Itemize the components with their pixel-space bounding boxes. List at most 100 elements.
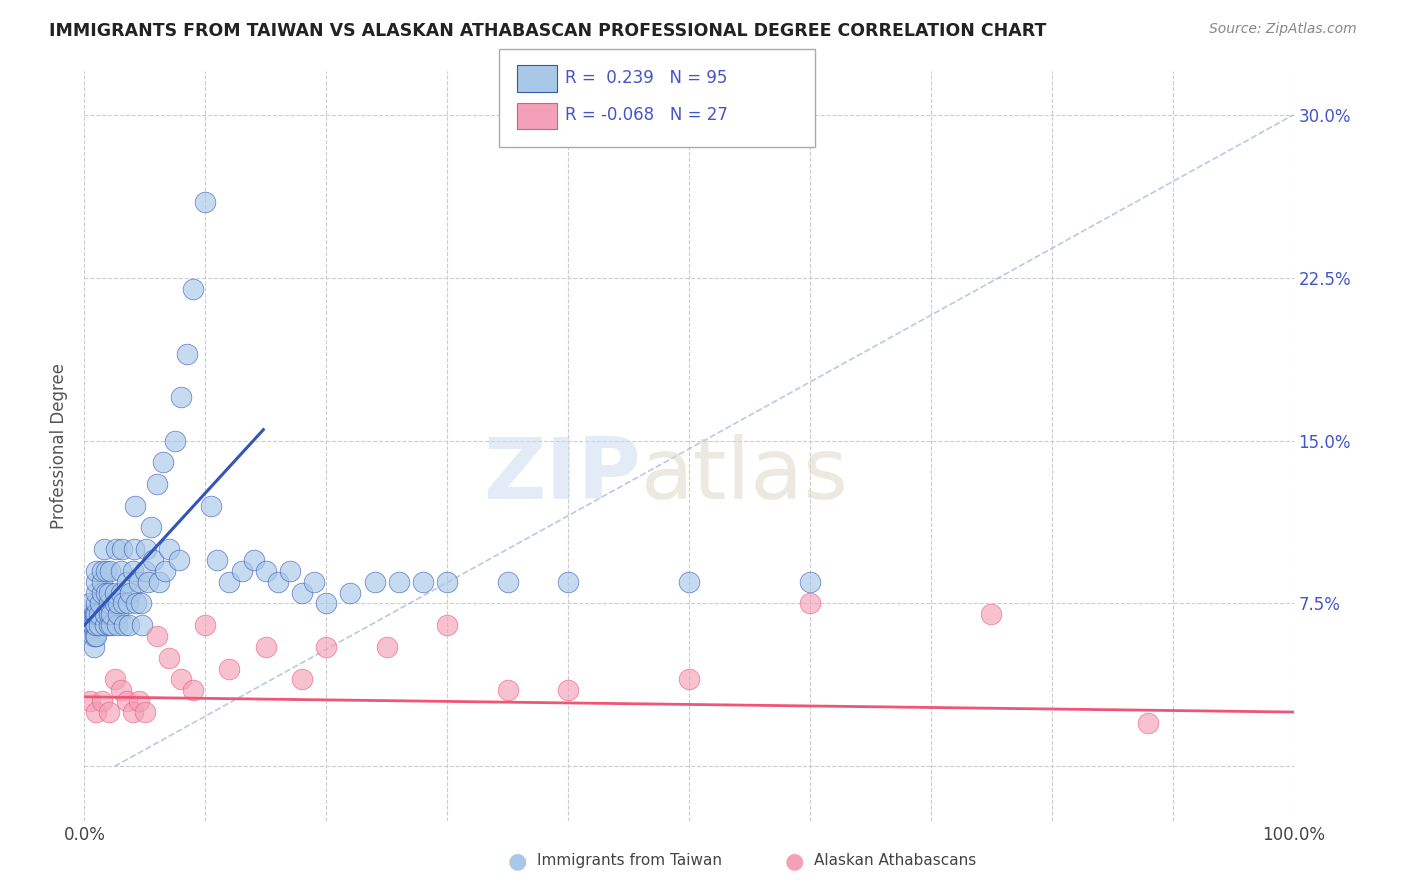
Point — [91, 564, 114, 578]
Point — [94, 564, 117, 578]
Point — [86, 705, 108, 719]
Point — [79, 694, 101, 708]
Point — [104, 673, 127, 687]
Point — [134, 564, 156, 578]
Point — [94, 607, 117, 622]
Point — [87, 607, 110, 622]
Point — [146, 629, 169, 643]
Point — [111, 542, 134, 557]
Point — [436, 618, 458, 632]
Point — [79, 618, 101, 632]
Point — [125, 597, 148, 611]
Point — [97, 597, 120, 611]
Point — [139, 520, 162, 534]
Point — [315, 597, 337, 611]
Point — [112, 618, 135, 632]
Point — [254, 564, 277, 578]
Point — [91, 585, 114, 599]
Point — [104, 585, 127, 599]
Point — [207, 553, 229, 567]
Point — [363, 574, 385, 589]
Point — [86, 597, 108, 611]
Point — [557, 574, 579, 589]
Point — [799, 574, 821, 589]
Point — [181, 683, 204, 698]
Point — [134, 705, 156, 719]
Point — [291, 585, 314, 599]
Point — [678, 673, 700, 687]
Point — [105, 618, 128, 632]
Point — [339, 585, 361, 599]
Point — [86, 574, 108, 589]
Point — [97, 607, 120, 622]
Point — [496, 574, 519, 589]
Point — [194, 194, 217, 209]
Point — [107, 607, 129, 622]
Point — [155, 564, 177, 578]
Point — [91, 574, 114, 589]
Point — [157, 542, 180, 557]
Text: Source: ZipAtlas.com: Source: ZipAtlas.com — [1209, 22, 1357, 37]
Text: atlas: atlas — [641, 434, 849, 517]
Point — [157, 650, 180, 665]
Point — [799, 597, 821, 611]
Point — [412, 574, 434, 589]
Text: IMMIGRANTS FROM TAIWAN VS ALASKAN ATHABASCAN PROFESSIONAL DEGREE CORRELATION CHA: IMMIGRANTS FROM TAIWAN VS ALASKAN ATHABA… — [49, 22, 1046, 40]
Point — [79, 607, 101, 622]
Point — [146, 477, 169, 491]
Point — [200, 499, 222, 513]
Point — [110, 585, 132, 599]
Point — [94, 585, 117, 599]
Point — [148, 574, 170, 589]
Point — [302, 574, 325, 589]
Point — [557, 683, 579, 698]
Point — [86, 618, 108, 632]
Text: ●: ● — [508, 851, 527, 871]
Point — [129, 597, 152, 611]
Point — [100, 618, 122, 632]
Point — [142, 553, 165, 567]
Point — [112, 597, 135, 611]
Point — [267, 574, 290, 589]
Point — [84, 618, 107, 632]
Point — [86, 564, 108, 578]
Point — [678, 574, 700, 589]
Point — [388, 574, 411, 589]
Point — [131, 618, 153, 632]
Point — [110, 564, 132, 578]
Point — [122, 542, 145, 557]
Point — [1137, 715, 1160, 730]
Point — [315, 640, 337, 654]
Point — [121, 564, 143, 578]
Point — [170, 673, 193, 687]
Text: Immigrants from Taiwan: Immigrants from Taiwan — [537, 854, 723, 868]
Point — [118, 618, 141, 632]
Text: ●: ● — [785, 851, 804, 871]
Point — [79, 597, 101, 611]
Point — [82, 618, 104, 632]
Point — [107, 597, 129, 611]
Point — [496, 683, 519, 698]
Point — [124, 499, 146, 513]
Point — [86, 585, 108, 599]
Point — [128, 574, 150, 589]
Point — [86, 629, 108, 643]
Point — [104, 597, 127, 611]
Point — [83, 607, 105, 622]
Text: Alaskan Athabascans: Alaskan Athabascans — [814, 854, 976, 868]
Point — [167, 553, 190, 567]
Point — [165, 434, 187, 448]
Point — [97, 618, 120, 632]
Point — [242, 553, 264, 567]
Point — [254, 640, 277, 654]
Point — [94, 618, 117, 632]
Point — [115, 574, 138, 589]
Point — [91, 694, 114, 708]
Point — [86, 607, 108, 622]
Point — [97, 705, 120, 719]
Point — [218, 662, 240, 676]
Text: R =  0.239   N = 95: R = 0.239 N = 95 — [565, 69, 727, 87]
Point — [100, 607, 122, 622]
Point — [152, 455, 174, 469]
Point — [181, 281, 204, 295]
